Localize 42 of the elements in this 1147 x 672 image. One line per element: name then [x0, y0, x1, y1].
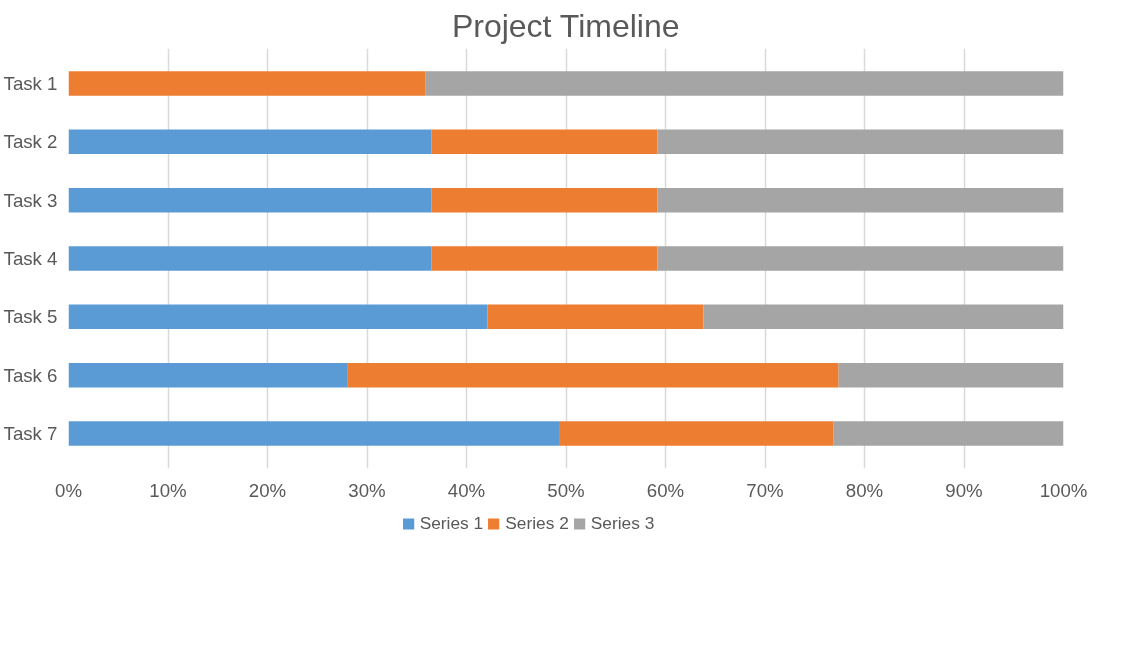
- bar: [431, 246, 658, 271]
- legend-label: Series 1: [419, 512, 484, 534]
- x-tick-label: 0%: [55, 479, 82, 501]
- bar: [431, 129, 658, 155]
- y-tick-label: Task 7: [3, 423, 58, 444]
- bar: [347, 362, 839, 388]
- bar: [838, 362, 1064, 388]
- x-tick-label: 50%: [547, 479, 585, 501]
- bar: [657, 246, 1064, 271]
- legend-label: Series 2: [505, 512, 569, 534]
- bar: [68, 246, 432, 271]
- bar: [703, 304, 1064, 330]
- bar: [68, 71, 426, 96]
- x-tick-label: 60%: [646, 479, 685, 501]
- x-tick-label: 70%: [746, 479, 784, 501]
- x-tick-label: 90%: [945, 479, 983, 501]
- x-tick-label: 20%: [248, 479, 287, 501]
- bar: [68, 187, 432, 213]
- bar: [431, 187, 658, 213]
- chart-title: Project Timeline: [451, 7, 680, 44]
- y-tick-label: Task 4: [3, 248, 58, 269]
- bar: [425, 71, 1064, 96]
- bar: [657, 187, 1064, 213]
- bar: [487, 304, 704, 330]
- bar: [68, 362, 348, 388]
- y-tick-label: Task 6: [3, 364, 58, 386]
- bar: [68, 129, 432, 155]
- bar: [657, 129, 1064, 155]
- y-tick-label: Task 2: [3, 131, 58, 153]
- legend-label: Series 3: [590, 512, 655, 534]
- x-tick-label: 10%: [149, 479, 187, 501]
- x-tick-label: 80%: [845, 479, 884, 501]
- bar: [68, 304, 488, 330]
- x-tick-label: 30%: [348, 479, 386, 501]
- x-tick-label: 100%: [1039, 479, 1088, 501]
- bar: [68, 421, 560, 446]
- y-tick-label: Task 3: [3, 189, 58, 211]
- bar: [833, 421, 1064, 446]
- y-tick-label: Task 1: [3, 73, 58, 94]
- y-tick-label: Task 5: [3, 306, 58, 328]
- bar: [559, 421, 834, 446]
- x-tick-label: 40%: [447, 479, 486, 501]
